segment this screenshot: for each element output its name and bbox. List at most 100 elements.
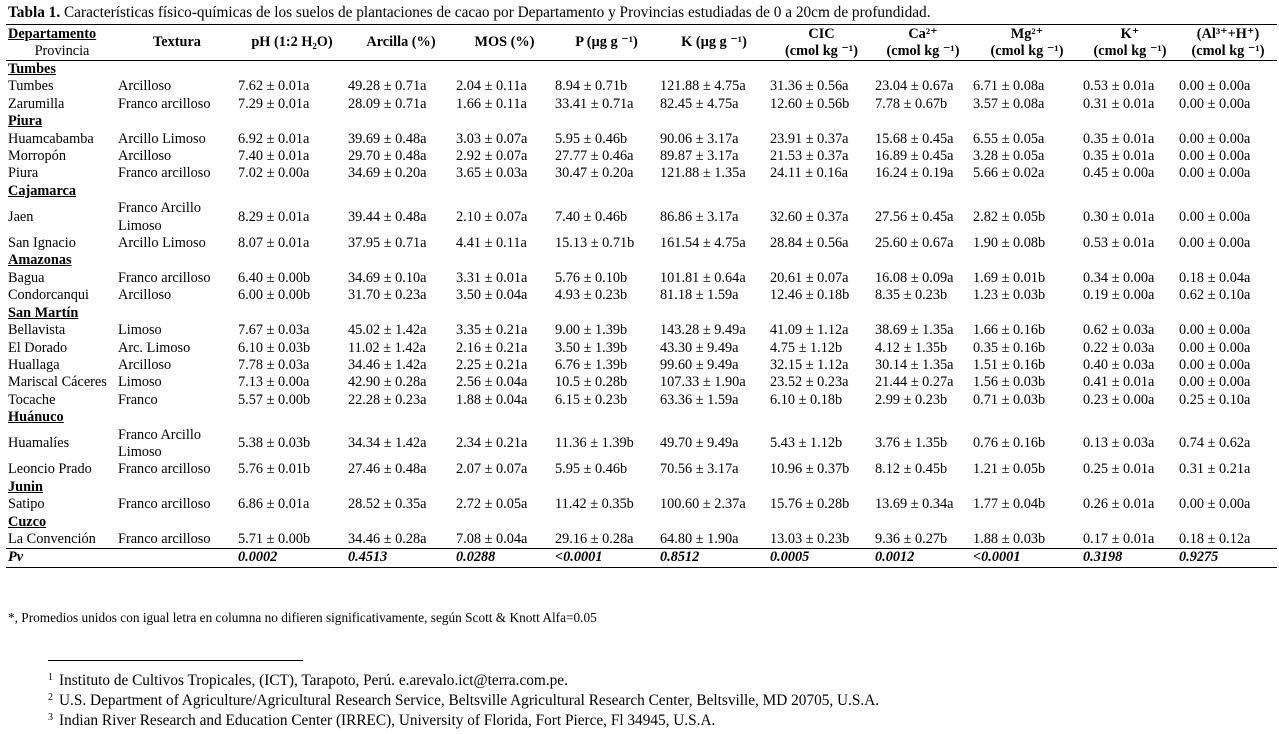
value-cell-mos: 3.65 ± 0.03a: [456, 165, 528, 182]
province-cell: Satipo: [8, 496, 45, 513]
value-cell-al: 0.74 ± 0.62a: [1179, 435, 1251, 452]
pvalue-label: Pv: [6, 548, 116, 568]
value-cell-ca: 38.69 ± 1.35a: [875, 322, 954, 339]
texture-cell: Limoso: [118, 322, 162, 339]
value-cell-mg: 1.69 ± 0.01b: [973, 269, 1046, 286]
value-cell-cic: 24.11 ± 0.16a: [770, 165, 848, 182]
value-cell-al: 0.00 ± 0.00a: [1179, 208, 1251, 225]
footnote-number: 2: [48, 692, 53, 703]
header-mos: MOS (%): [454, 24, 553, 61]
value-cell-arc: 34.46 ± 1.42a: [348, 356, 427, 373]
value-cell-ca: 21.44 ± 0.27a: [875, 374, 954, 391]
header-mg-unit: (cmol kg ⁻¹): [990, 42, 1064, 59]
value-cell-ph: 5.76 ± 0.01b: [238, 461, 311, 478]
province-cell: Tocache: [8, 391, 56, 408]
value-cell-ph: 7.67 ± 0.03a: [238, 322, 310, 339]
value-cell-arc: 27.46 ± 0.48a: [348, 461, 427, 478]
value-cell-p: 15.13 ± 0.71b: [555, 235, 635, 252]
department-name: Cajamarca: [8, 182, 77, 199]
value-cell-kk: 0.53 ± 0.01a: [1083, 78, 1155, 95]
value-cell-mg: 6.55 ± 0.05a: [973, 130, 1045, 147]
pvalue-k: 0.8512: [658, 548, 768, 568]
texture-cell: Arcilloso: [118, 148, 172, 165]
value-cell-al: 0.00 ± 0.00a: [1179, 339, 1251, 356]
value-cell-cic: 15.76 ± 0.28b: [770, 496, 850, 513]
value-cell-mos: 2.07 ± 0.07a: [456, 461, 528, 478]
value-cell-kk: 0.25 ± 0.01a: [1083, 461, 1155, 478]
value-cell-mg: 3.57 ± 0.08a: [973, 95, 1045, 112]
value-cell-p: 33.41 ± 0.71a: [555, 95, 634, 112]
province-cell: Piura: [8, 165, 39, 182]
table-row: Bellavista Limoso 7.67 ± 0.03a 45.02 ± 1.42…: [6, 322, 1277, 339]
value-cell-kk: 0.41 ± 0.01a: [1083, 374, 1155, 391]
texture-cell: Franco arcilloso: [118, 165, 211, 182]
value-cell-k: 86.86 ± 3.17a: [660, 208, 739, 225]
value-cell-kk: 0.30 ± 0.01a: [1083, 208, 1155, 225]
value-cell-al: 0.18 ± 0.12a: [1179, 530, 1251, 547]
value-cell-arc: 34.46 ± 0.28a: [348, 530, 427, 547]
pvalue-ca: 0.0012: [873, 548, 971, 568]
value-cell-p: 27.77 ± 0.46a: [555, 148, 634, 165]
table-row: Zarumilla Franco arcilloso 7.29 ± 0.01a 28.…: [6, 96, 1277, 113]
header-row: Departamento Provincia Textura pH (1:2 H₂…: [6, 24, 1277, 61]
header-cic: CIC (cmol kg ⁻¹): [768, 24, 873, 61]
value-cell-k: 89.87 ± 3.17a: [660, 148, 739, 165]
header-al-h-unit: (cmol kg ⁻¹): [1191, 42, 1265, 59]
value-cell-mg: 1.21 ± 0.05b: [973, 461, 1046, 478]
value-cell-cic: 12.60 ± 0.56b: [770, 95, 850, 112]
pvalue-mos: 0.0288: [454, 548, 553, 568]
value-cell-ph: 6.10 ± 0.03b: [238, 339, 311, 356]
province-cell: San Ignacio: [8, 235, 76, 252]
header-k-cation: K⁺ (cmol kg ⁻¹): [1081, 24, 1177, 61]
pvalue-p: <0.0001: [553, 548, 658, 568]
texture-cell: Franco arcilloso: [118, 530, 211, 547]
value-cell-kk: 0.45 ± 0.00a: [1083, 165, 1155, 182]
department-name: Amazonas: [8, 252, 72, 269]
pvalue-arc: 0.4513: [346, 548, 454, 568]
department-name: Piura: [8, 113, 43, 130]
value-cell-k: 143.28 ± 9.49a: [660, 322, 746, 339]
department-name: Junin: [8, 478, 43, 495]
caption-text: Características físico-químicas de los s…: [60, 4, 931, 21]
value-cell-ph: 5.57 ± 0.00b: [238, 391, 311, 408]
value-cell-mg: 3.28 ± 0.05a: [973, 148, 1045, 165]
value-cell-arc: 34.69 ± 0.20a: [348, 165, 427, 182]
header-k-cation-label: K⁺: [1120, 26, 1140, 42]
value-cell-al: 0.00 ± 0.00a: [1179, 165, 1251, 182]
texture-cell: Arcillo Limoso: [118, 130, 206, 147]
pvalue-ph: 0.0002: [236, 548, 346, 568]
header-cic-label: CIC: [808, 26, 835, 42]
department-row: Junin: [6, 479, 1277, 496]
value-cell-mos: 2.10 ± 0.07a: [456, 208, 528, 225]
value-cell-cic: 23.52 ± 0.23a: [770, 374, 849, 391]
value-cell-mos: 1.88 ± 0.04a: [456, 391, 528, 408]
value-cell-p: 29.16 ± 0.28a: [555, 530, 634, 547]
value-cell-mg: 0.71 ± 0.03b: [973, 391, 1046, 408]
department-row: Piura: [6, 113, 1277, 130]
value-cell-mg: 2.82 ± 0.05b: [973, 208, 1046, 225]
texture-cell: Arcillo Limoso: [118, 235, 206, 252]
value-cell-mos: 3.50 ± 0.04a: [456, 287, 528, 304]
value-cell-cic: 6.10 ± 0.18b: [770, 391, 843, 408]
value-cell-mg: 5.66 ± 0.02a: [973, 165, 1045, 182]
table-note: *, Promedios unidos con igual letra en c…: [8, 610, 597, 625]
table-row: Jaen Franco Arcillo Limoso 8.29 ± 0.01a 39.…: [6, 200, 1277, 235]
province-cell: Zarumilla: [8, 95, 65, 112]
province-cell: Bagua: [8, 269, 45, 286]
header-ph: pH (1:2 H₂O): [236, 24, 346, 61]
texture-cell: Franco arcilloso: [118, 496, 211, 513]
value-cell-k: 82.45 ± 4.75a: [660, 95, 739, 112]
value-cell-p: 4.93 ± 0.23b: [555, 287, 628, 304]
value-cell-ph: 6.40 ± 0.00b: [238, 269, 311, 286]
value-cell-cic: 41.09 ± 1.12a: [770, 322, 849, 339]
value-cell-ca: 16.89 ± 0.45a: [875, 148, 954, 165]
table-row: Satipo Franco arcilloso 6.86 ± 0.01a 28.52 …: [6, 496, 1277, 513]
footnote-number: 3: [48, 712, 53, 723]
value-cell-kk: 0.53 ± 0.01a: [1083, 235, 1155, 252]
texture-cell: Franco Arcillo Limoso: [118, 200, 201, 234]
value-cell-mos: 2.72 ± 0.05a: [456, 496, 528, 513]
value-cell-cic: 4.75 ± 1.12b: [770, 339, 843, 356]
value-cell-al: 0.62 ± 0.10a: [1179, 287, 1251, 304]
value-cell-mos: 3.31 ± 0.01a: [456, 269, 528, 286]
